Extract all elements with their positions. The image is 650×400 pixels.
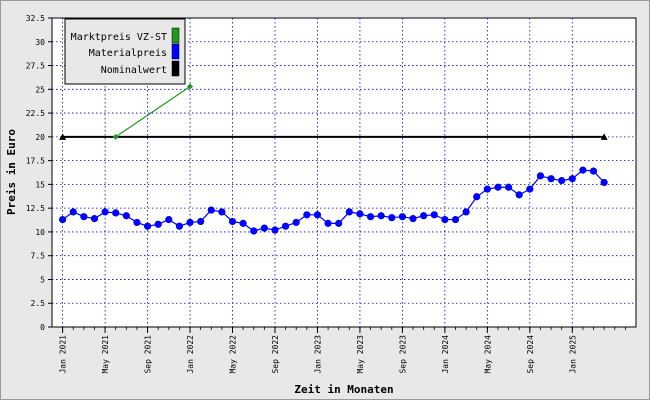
y-tick-label: 2.5 — [31, 299, 46, 308]
x-tick-label: May 2022 — [229, 335, 238, 374]
data-point-materialpreis — [451, 215, 460, 224]
data-point-materialpreis — [504, 183, 513, 191]
data-point-materialpreis — [313, 211, 322, 219]
data-point-materialpreis — [398, 213, 406, 221]
y-tick-label: 0 — [40, 323, 45, 332]
data-point-materialpreis — [122, 212, 130, 220]
y-axis-ticks: 0 2.5 5 7.5 10 12.5 15 17.5 20 22.5 25 27.5 30 32.5 — [26, 14, 52, 332]
data-point-materialpreis — [377, 212, 385, 220]
data-point-materialpreis — [324, 219, 332, 227]
data-point-materialpreis — [175, 222, 184, 230]
x-tick-label: Jan 2023 — [313, 335, 322, 374]
data-point-materialpreis — [112, 209, 120, 217]
x-axis-title: Zeit in Monaten — [294, 383, 393, 396]
x-tick-label: Jan 2021 — [59, 335, 68, 374]
x-tick-label: May 2024 — [483, 335, 492, 374]
data-point-materialpreis — [558, 176, 566, 185]
data-point-materialpreis — [345, 208, 353, 216]
data-point-materialpreis — [409, 215, 417, 223]
data-point-materialpreis — [366, 213, 375, 221]
y-tick-label: 5 — [40, 275, 45, 284]
data-point-nominalwert — [59, 133, 67, 140]
data-point-materialpreis — [547, 175, 555, 183]
data-point-materialpreis — [483, 185, 491, 193]
y-tick-label: 17.5 — [26, 157, 45, 166]
data-point-materialpreis — [462, 208, 470, 216]
data-point-materialpreis — [473, 193, 481, 201]
y-tick-label: 30 — [35, 38, 45, 47]
data-point-materialpreis — [69, 208, 77, 216]
legend-label-nominalwert: Nominalwert — [101, 65, 167, 76]
data-point-materialpreis — [197, 217, 205, 226]
legend-box — [64, 18, 186, 85]
x-tick-label: Jan 2024 — [441, 335, 450, 374]
series-line-marktpreis-vz-st — [115, 85, 191, 138]
data-point-materialpreis — [133, 218, 141, 227]
data-point-materialpreis — [90, 215, 99, 223]
x-tick-label: Jan 2022 — [186, 335, 195, 374]
y-axis-title: Preis in Euro — [5, 129, 18, 215]
data-point-materialpreis — [356, 210, 364, 218]
data-point-materialpreis — [526, 185, 534, 193]
data-point-marktpreis-vz-st — [187, 83, 194, 90]
x-axis-ticks: Jan 2021 May 2021 Sep 2021 Jan 2022 May 2022… — [59, 327, 626, 374]
data-point-marktpreis-vz-st — [112, 133, 119, 140]
data-point-materialpreis — [420, 212, 428, 220]
data-point-materialpreis — [441, 215, 449, 224]
data-point-nominalwert — [600, 133, 608, 140]
data-point-materialpreis — [292, 218, 300, 227]
data-point-materialpreis — [239, 219, 247, 227]
data-point-materialpreis — [59, 215, 67, 224]
x-tick-label: Sep 2024 — [526, 335, 535, 374]
data-point-materialpreis — [207, 206, 215, 214]
y-tick-label: 25 — [35, 85, 45, 94]
x-tick-label: Jan 2025 — [568, 335, 577, 374]
legend-swatch-materialpreis — [171, 43, 180, 60]
data-point-materialpreis — [143, 222, 152, 230]
data-point-materialpreis — [303, 211, 311, 219]
legend-swatch-nominalwert — [171, 60, 180, 77]
y-tick-label: 10 — [35, 228, 45, 237]
data-point-materialpreis — [600, 178, 608, 187]
x-tick-label: Sep 2021 — [144, 335, 153, 374]
data-point-materialpreis — [228, 217, 237, 226]
legend-swatch-marktpreis — [171, 27, 180, 44]
y-tick-label: 20 — [35, 133, 45, 142]
legend-label-marktpreis: Marktpreis VZ-ST — [71, 32, 167, 43]
data-point-materialpreis — [282, 222, 290, 230]
y-tick-label: 15 — [35, 180, 45, 189]
data-point-materialpreis — [430, 211, 438, 219]
data-point-materialpreis — [494, 183, 502, 191]
y-tick-label: 7.5 — [31, 252, 46, 261]
y-tick-label: 12.5 — [26, 204, 45, 213]
data-point-materialpreis — [218, 208, 226, 216]
data-point-materialpreis — [515, 191, 523, 199]
data-point-materialpreis — [260, 224, 268, 232]
data-point-materialpreis — [186, 218, 194, 227]
data-point-materialpreis — [568, 175, 576, 183]
x-tick-label: May 2023 — [356, 335, 365, 374]
y-tick-label: 22.5 — [26, 109, 45, 118]
data-point-materialpreis — [250, 227, 258, 235]
x-tick-label: Sep 2023 — [398, 335, 407, 374]
data-point-materialpreis — [388, 214, 396, 222]
data-point-materialpreis — [579, 166, 587, 174]
x-tick-label: May 2021 — [101, 335, 110, 374]
y-tick-label: 32.5 — [26, 14, 45, 23]
data-point-materialpreis — [101, 208, 109, 216]
series-line-materialpreis — [62, 169, 605, 232]
legend: Marktpreis VZ-ST Materialpreis Nominalwe… — [64, 18, 186, 85]
data-point-materialpreis — [589, 167, 598, 175]
data-point-materialpreis — [80, 213, 88, 221]
data-point-materialpreis — [154, 220, 162, 228]
series-group — [59, 83, 608, 235]
data-point-materialpreis — [271, 226, 279, 234]
data-point-materialpreis — [165, 215, 173, 224]
x-tick-label: Sep 2022 — [271, 335, 280, 374]
data-point-materialpreis — [335, 219, 343, 227]
legend-label-materialpreis: Materialpreis — [89, 48, 167, 59]
y-tick-label: 27.5 — [26, 62, 45, 71]
data-point-materialpreis — [536, 172, 545, 180]
